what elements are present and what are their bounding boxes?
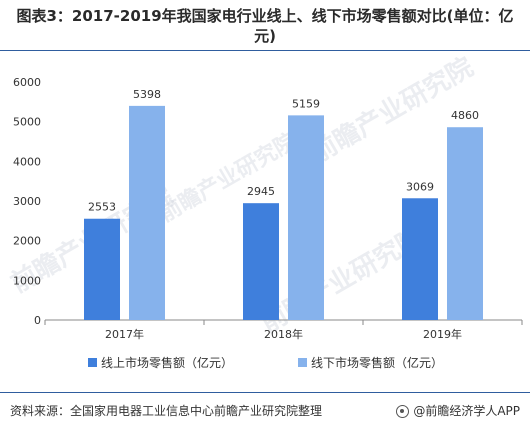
footer: 资料来源：全国家用电器工业信息中心前瞻产业研究院整理 @前瞻经济学人APP <box>0 396 530 426</box>
y-tick-label: 1000 <box>13 274 41 287</box>
footer-divider <box>0 392 530 393</box>
y-tick-label: 4000 <box>13 155 41 168</box>
x-tick-label: 2017年 <box>105 327 144 341</box>
y-tick-label: 0 <box>34 314 41 327</box>
x-tick-label: 2018年 <box>264 327 303 341</box>
y-tick-label: 2000 <box>13 235 41 248</box>
data-label: 2553 <box>88 201 116 214</box>
brand-logo-icon <box>396 404 410 418</box>
title-divider <box>0 50 530 51</box>
legend-swatch <box>88 358 97 367</box>
legend-label: 线上市场零售额（亿元） <box>101 355 233 370</box>
data-label: 5159 <box>292 97 320 110</box>
bar <box>129 105 165 320</box>
bar <box>84 218 120 320</box>
y-tick-label: 3000 <box>13 195 41 208</box>
x-tick-label: 2019年 <box>423 327 462 341</box>
data-label: 3069 <box>406 180 434 193</box>
y-tick-label: 5000 <box>13 116 41 129</box>
source-note: 资料来源：全国家用电器工业信息中心前瞻产业研究院整理 <box>10 404 323 418</box>
brand-credit: @前瞻经济学人APP <box>396 396 520 426</box>
data-label: 4860 <box>451 109 479 122</box>
legend-label: 线下市场零售额（亿元） <box>311 355 443 370</box>
bar <box>402 198 438 320</box>
legend-swatch <box>298 358 307 367</box>
bar <box>288 115 324 320</box>
bar <box>447 127 483 320</box>
chart-title: 图表3：2017-2019年我国家电行业线上、线下市场零售额对比(单位：亿元) <box>16 7 514 45</box>
bar <box>243 203 279 320</box>
y-tick-label: 6000 <box>13 76 41 89</box>
brand-label: @前瞻经济学人APP <box>413 404 520 418</box>
bar-chart: 0 1000 2000 3000 4000 5000 6000 2553 5398 2017年 29… <box>13 76 523 370</box>
data-label: 2945 <box>247 185 275 198</box>
data-label: 5398 <box>133 88 161 101</box>
